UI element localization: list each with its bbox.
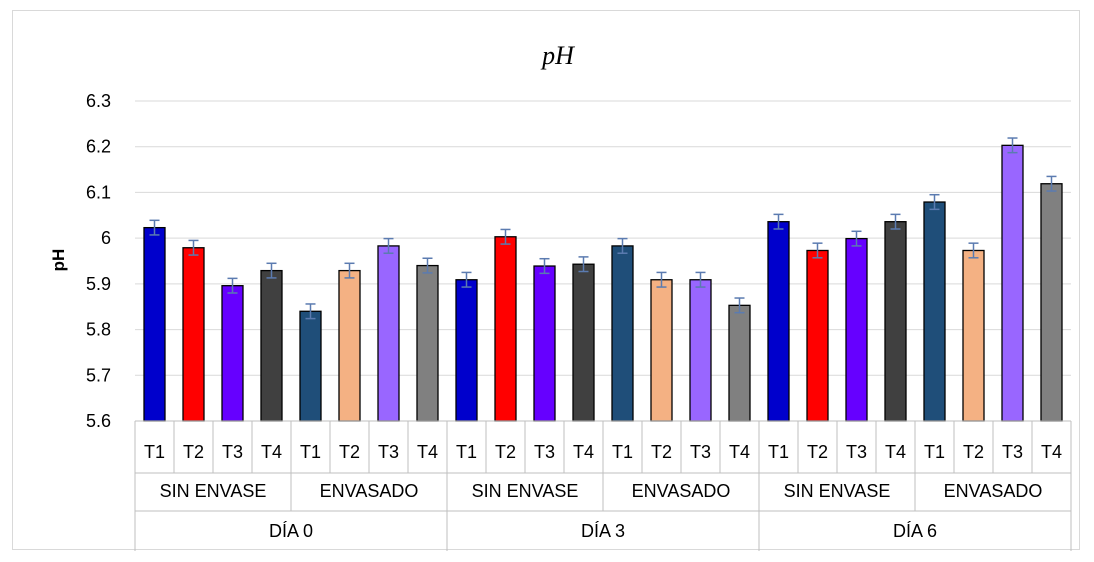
condition-label: ENVASADO bbox=[320, 481, 419, 501]
gridlines bbox=[135, 100, 1071, 376]
x-tick-label: T2 bbox=[495, 442, 516, 462]
bar bbox=[1040, 183, 1063, 422]
y-tick-label: 6.2 bbox=[86, 137, 111, 157]
x-tick-label: T4 bbox=[729, 442, 750, 462]
y-tick-label: 5.9 bbox=[86, 274, 111, 294]
x-tick-label: T3 bbox=[534, 442, 555, 462]
bar bbox=[182, 247, 205, 422]
y-tick-label: 6.1 bbox=[86, 182, 111, 202]
x-tick-label: T4 bbox=[417, 442, 438, 462]
x-tick-label: T1 bbox=[300, 442, 321, 462]
condition-label: ENVASADO bbox=[632, 481, 731, 501]
y-tick-label: 5.7 bbox=[86, 365, 111, 385]
bar bbox=[377, 245, 400, 422]
bar bbox=[611, 245, 634, 422]
ph-bar-chart: pH pH 5.65.75.85.966.16.26.3 T1 T2 T3 T4 T1 T… bbox=[49, 41, 1072, 551]
x-tick-label: T1 bbox=[768, 442, 789, 462]
y-tick-label: 6 bbox=[101, 228, 111, 248]
bar bbox=[1001, 144, 1024, 422]
bar bbox=[806, 249, 829, 422]
chart-frame: pH pH 5.6 5.7 5.8 5.9 6 6.1 6.2 6.3 T1 T2 T3 T4 T1 T… bbox=[12, 10, 1080, 551]
x-tick-label: T3 bbox=[378, 442, 399, 462]
bar bbox=[884, 221, 907, 422]
x-tick-label: T1 bbox=[924, 442, 945, 462]
x-tick-label: T1 bbox=[612, 442, 633, 462]
bars bbox=[143, 144, 1063, 422]
bar bbox=[221, 285, 244, 422]
bar bbox=[416, 264, 439, 422]
y-axis-label: pH bbox=[49, 249, 68, 272]
bar bbox=[455, 279, 478, 422]
day-label: DÍA 6 bbox=[893, 521, 937, 541]
condition-label: SIN ENVASE bbox=[784, 481, 891, 501]
x-tick-label: T4 bbox=[885, 442, 906, 462]
bar bbox=[260, 269, 283, 422]
x-tick-label: T2 bbox=[807, 442, 828, 462]
y-tick-label: 5.8 bbox=[86, 320, 111, 340]
x-tick-label: T4 bbox=[573, 442, 594, 462]
x-tick-label: T2 bbox=[651, 442, 672, 462]
bar bbox=[845, 237, 868, 422]
x-tick-label: T3 bbox=[222, 442, 243, 462]
bar bbox=[923, 201, 946, 422]
condition-label: SIN ENVASE bbox=[472, 481, 579, 501]
x-tick-label: T2 bbox=[339, 442, 360, 462]
bar bbox=[962, 249, 985, 422]
bar bbox=[533, 265, 556, 422]
x-tick-label: T3 bbox=[846, 442, 867, 462]
bar bbox=[689, 279, 712, 422]
bar bbox=[143, 226, 166, 422]
bar bbox=[728, 304, 751, 422]
bar bbox=[767, 221, 790, 422]
x-tick-label: T3 bbox=[690, 442, 711, 462]
bar bbox=[338, 269, 361, 422]
x-tick-label: T2 bbox=[963, 442, 984, 462]
day-label: DÍA 0 bbox=[269, 521, 313, 541]
day-label: DÍA 3 bbox=[581, 521, 625, 541]
x-tick-label: T1 bbox=[456, 442, 477, 462]
condition-label: ENVASADO bbox=[944, 481, 1043, 501]
x-tick-label: T4 bbox=[261, 442, 282, 462]
bar bbox=[299, 310, 322, 422]
y-tick-label: 5.6 bbox=[86, 411, 111, 431]
bar bbox=[572, 263, 595, 422]
x-axis: T1 T2 T3 T4 T1 T2 T3 T4 T1 T2 T3 T4 T1 T2 T3 T4 T1 T2 T3 T4… bbox=[134, 420, 1072, 551]
bar bbox=[650, 279, 673, 422]
y-tick-label: 6.3 bbox=[86, 91, 111, 111]
x-tick-label: T1 bbox=[144, 442, 165, 462]
bar bbox=[494, 236, 517, 422]
chart-title: pH bbox=[540, 41, 575, 70]
x-tick-label: T2 bbox=[183, 442, 204, 462]
x-tick-label: T3 bbox=[1002, 442, 1023, 462]
x-tick-label: T4 bbox=[1041, 442, 1062, 462]
y-axis-ticks: 5.6 5.7 5.8 5.9 6 6.1 6.2 6.3 bbox=[86, 91, 111, 431]
condition-label: SIN ENVASE bbox=[160, 481, 267, 501]
error-bars bbox=[149, 137, 1057, 320]
